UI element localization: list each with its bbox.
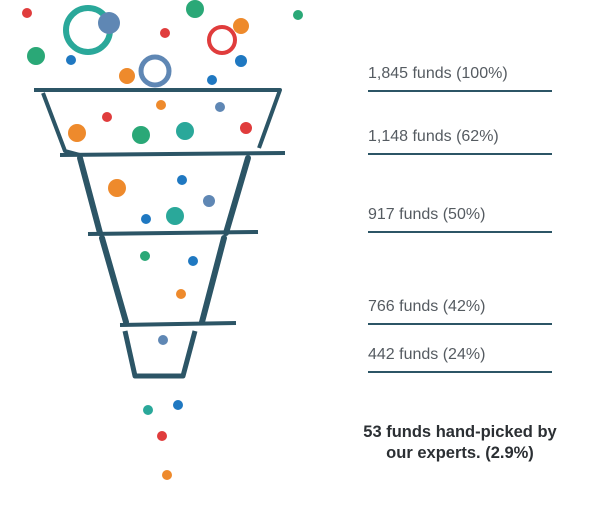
dot-blue — [173, 400, 183, 410]
stage-rule — [368, 371, 552, 373]
dot-orange — [68, 124, 86, 142]
ring-red — [207, 25, 237, 55]
stage-rule — [368, 323, 552, 325]
dot-red — [102, 112, 112, 122]
dot-slate — [98, 12, 120, 34]
dot-green — [293, 10, 303, 20]
funnel-lower-right — [199, 235, 227, 325]
dot-green — [140, 251, 150, 261]
funnel-divider-3 — [119, 321, 237, 327]
dot-green — [186, 0, 204, 18]
stage-row: 442 funds (24%) — [368, 333, 552, 373]
funnel-spout — [122, 330, 198, 379]
funnel-right-wall — [223, 155, 251, 236]
summary-text: 53 funds hand-picked by our experts. (2.… — [340, 422, 580, 464]
dot-blue — [177, 175, 187, 185]
dot-blue — [188, 256, 198, 266]
stage-label: 1,148 funds (62%) — [368, 128, 499, 145]
dot-red — [160, 28, 170, 38]
dot-orange — [162, 470, 172, 480]
dot-teal — [176, 122, 194, 140]
dot-red — [157, 431, 167, 441]
dot-orange — [119, 68, 135, 84]
dot-blue — [141, 214, 151, 224]
funnel-left-wall — [77, 155, 103, 236]
dot-blue — [66, 55, 76, 65]
dot-teal — [166, 207, 184, 225]
dot-orange — [176, 289, 186, 299]
dot-green — [132, 126, 150, 144]
funnel-divider-1 — [59, 151, 286, 157]
dot-teal — [143, 405, 153, 415]
stage-rule — [368, 90, 552, 92]
ring-slate — [138, 54, 172, 88]
dot-red — [22, 8, 32, 18]
dot-blue — [207, 75, 217, 85]
summary-line-1: 53 funds hand-picked by — [363, 423, 557, 441]
stage-label: 442 funds (24%) — [368, 346, 486, 363]
dot-slate — [215, 102, 225, 112]
dot-slate — [203, 195, 215, 207]
funnel-divider-2 — [87, 230, 259, 236]
dot-red — [240, 122, 252, 134]
stage-rule — [368, 231, 552, 233]
stage-row: 1,845 funds (100%) — [368, 52, 552, 92]
dot-slate — [158, 335, 168, 345]
stage-row: 766 funds (42%) — [368, 285, 552, 325]
summary-line-2: our experts. (2.9%) — [386, 444, 534, 462]
stage-row: 917 funds (50%) — [368, 193, 552, 233]
dot-orange — [108, 179, 126, 197]
dot-green — [27, 47, 45, 65]
funnel-outline — [34, 88, 282, 157]
stage-row: 1,148 funds (62%) — [368, 115, 552, 155]
dot-blue — [235, 55, 247, 67]
dot-orange — [156, 100, 166, 110]
dot-orange — [233, 18, 249, 34]
funnel-lower-left — [99, 235, 129, 325]
stage-label: 917 funds (50%) — [368, 206, 486, 223]
stage-label: 766 funds (42%) — [368, 298, 486, 315]
stage-label: 1,845 funds (100%) — [368, 65, 508, 82]
stage-rule — [368, 153, 552, 155]
